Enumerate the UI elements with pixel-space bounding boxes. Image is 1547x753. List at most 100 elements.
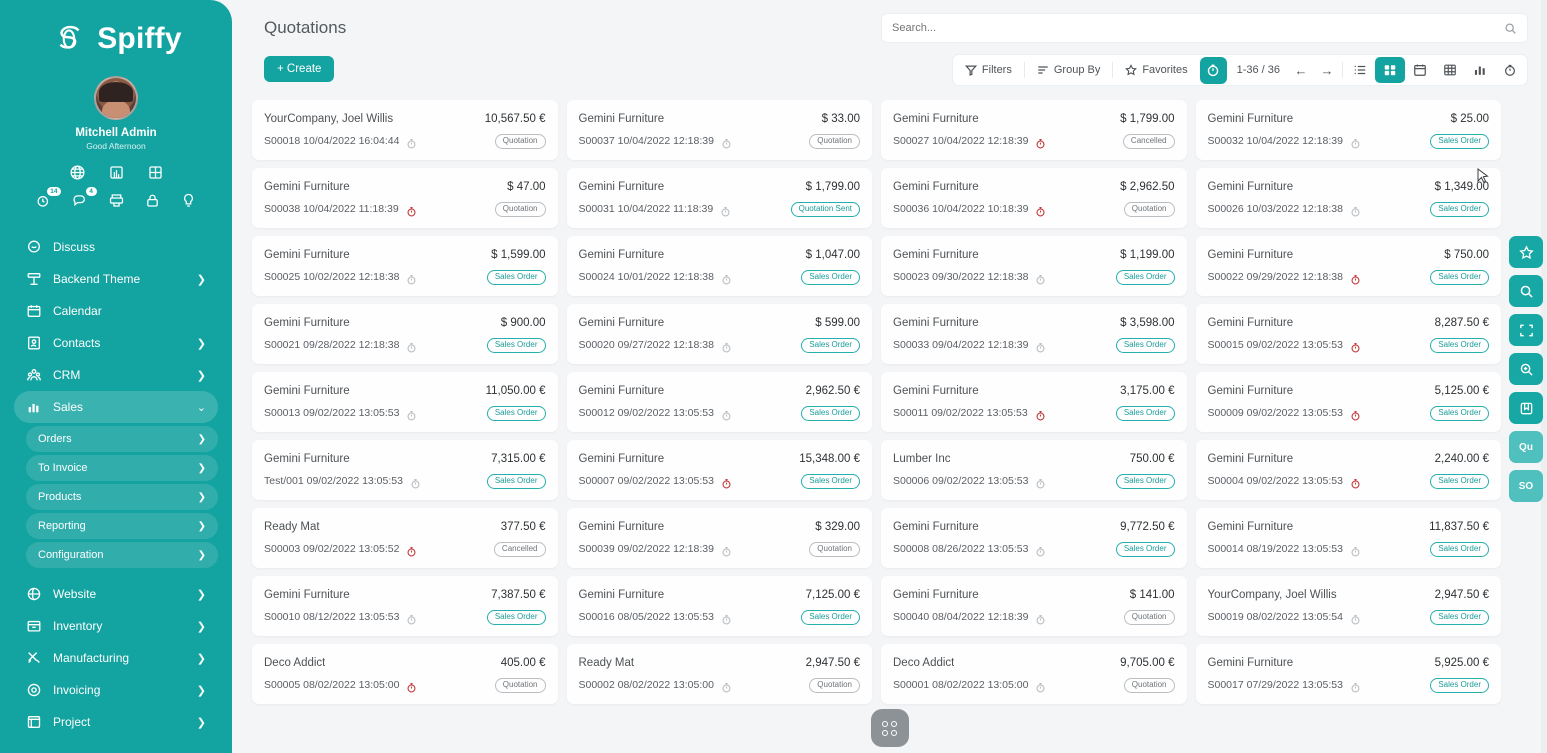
- kanban-card[interactable]: Gemini Furniture 7,125.00 € S00016 08/05/2…: [566, 576, 872, 636]
- activity-clock-icon[interactable]: [1350, 272, 1361, 284]
- kanban-card[interactable]: Gemini Furniture $ 1,599.00 S00025 10/02/2…: [252, 236, 558, 296]
- kanban-card[interactable]: Gemini Furniture 11,050.00 € S00013 09/02/…: [252, 372, 558, 432]
- qu-shortcut[interactable]: Qu: [1509, 431, 1543, 463]
- sidebar-item-sales[interactable]: Sales ⌄: [14, 391, 218, 423]
- activity-clock-icon[interactable]: [1350, 476, 1361, 488]
- kanban-card[interactable]: Gemini Furniture $ 2,962.50 S00036 10/04/2…: [881, 168, 1187, 228]
- kanban-card[interactable]: Gemini Furniture 11,837.50 € S00014 08/19/…: [1195, 508, 1501, 568]
- activity-clock-icon[interactable]: [1350, 612, 1361, 624]
- calendar-view-button[interactable]: [1405, 57, 1435, 83]
- activity-view-button[interactable]: [1495, 57, 1525, 83]
- kanban-card[interactable]: Gemini Furniture 9,772.50 € S00008 08/26/2…: [881, 508, 1187, 568]
- sidebar-item-project[interactable]: Project ❯: [14, 706, 218, 738]
- activity-clock-icon[interactable]: [1035, 476, 1046, 488]
- kanban-card[interactable]: Gemini Furniture 5,125.00 € S00009 09/02/2…: [1195, 372, 1501, 432]
- activity-clock-icon[interactable]: [721, 408, 732, 420]
- pivot-view-button[interactable]: [1435, 57, 1465, 83]
- kanban-card[interactable]: Gemini Furniture 2,962.50 € S00012 09/02/2…: [566, 372, 872, 432]
- lightbulb-icon[interactable]: [180, 192, 197, 209]
- sidebar-item-discuss[interactable]: Discuss: [14, 231, 218, 263]
- star-icon[interactable]: [1509, 236, 1543, 268]
- filters-button[interactable]: Filters: [955, 57, 1022, 83]
- activity-clock-icon[interactable]: [1350, 408, 1361, 420]
- kanban-card[interactable]: Gemini Furniture 7,315.00 € Test/001 09/02…: [252, 440, 558, 500]
- sidebar-item-calendar[interactable]: Calendar: [14, 295, 218, 327]
- activity-timer-button[interactable]: [1199, 56, 1227, 84]
- search-icon[interactable]: [1509, 275, 1543, 307]
- grid-apps-icon[interactable]: [147, 164, 164, 181]
- activity-clock-icon[interactable]: [721, 136, 732, 148]
- brand[interactable]: Spiffy: [0, 0, 232, 62]
- prev-page-button[interactable]: ←: [1294, 62, 1308, 78]
- kanban-card[interactable]: Deco Addict 9,705.00 € S00001 08/02/2022 1…: [881, 644, 1187, 704]
- kanban-card[interactable]: YourCompany, Joel Willis 2,947.50 € S00019…: [1195, 576, 1501, 636]
- kanban-card[interactable]: Gemini Furniture $ 1,047.00 S00024 10/01/2…: [566, 236, 872, 296]
- building-icon[interactable]: [108, 164, 125, 181]
- kanban-card[interactable]: Gemini Furniture $ 599.00 S00020 09/27/202…: [566, 304, 872, 364]
- sidebar-item-manufacturing[interactable]: Manufacturing ❯: [14, 642, 218, 674]
- favorites-button[interactable]: Favorites: [1115, 57, 1197, 83]
- kanban-card[interactable]: Gemini Furniture 7,387.50 € S00010 08/12/2…: [252, 576, 558, 636]
- sidebar-item-invoicing[interactable]: Invoicing ❯: [14, 674, 218, 706]
- sidebar-item-inventory[interactable]: Inventory ❯: [14, 610, 218, 642]
- activity-clock-icon[interactable]: [1035, 204, 1046, 216]
- kanban-card[interactable]: Gemini Furniture 2,240.00 € S00004 09/02/2…: [1195, 440, 1501, 500]
- activity-clock-icon[interactable]: [406, 272, 417, 284]
- scrollbar-track[interactable]: [1541, 0, 1547, 753]
- kanban-card[interactable]: Gemini Furniture $ 47.00 S00038 10/04/2022…: [252, 168, 558, 228]
- kanban-card[interactable]: Ready Mat 377.50 € S00003 09/02/2022 13:05…: [252, 508, 558, 568]
- kanban-card[interactable]: Lumber Inc 750.00 € S00006 09/02/2022 13:0…: [881, 440, 1187, 500]
- groupby-button[interactable]: Group By: [1027, 57, 1110, 83]
- kanban-card[interactable]: YourCompany, Joel Willis 10,567.50 € S0001…: [252, 100, 558, 160]
- kanban-card[interactable]: Gemini Furniture $ 1,349.00 S00026 10/03/2…: [1195, 168, 1501, 228]
- so-shortcut[interactable]: SO: [1509, 470, 1543, 502]
- activity-clock-icon[interactable]: [1350, 136, 1361, 148]
- sidebar-item-contacts[interactable]: Contacts ❯: [14, 327, 218, 359]
- create-button[interactable]: + Create: [264, 56, 335, 82]
- activity-clock-icon[interactable]: [406, 204, 417, 216]
- activity-clock-icon[interactable]: [721, 680, 732, 692]
- kanban-card[interactable]: Deco Addict 405.00 € S00005 08/02/2022 13:…: [252, 644, 558, 704]
- kanban-card[interactable]: Gemini Furniture $ 141.00 S00040 08/04/202…: [881, 576, 1187, 636]
- zoom-in-icon[interactable]: [1509, 353, 1543, 385]
- activity-clock-icon[interactable]: [406, 408, 417, 420]
- lock-icon[interactable]: [144, 192, 161, 209]
- kanban-card[interactable]: Gemini Furniture 15,348.00 € S00007 09/02/…: [566, 440, 872, 500]
- search-icon[interactable]: [1504, 22, 1517, 35]
- activity-clock-icon[interactable]: [1350, 680, 1361, 692]
- kanban-card[interactable]: Gemini Furniture $ 25.00 S00032 10/04/2022…: [1195, 100, 1501, 160]
- kanban-view-button[interactable]: [1375, 57, 1405, 83]
- activity-clock-icon[interactable]: [1035, 272, 1046, 284]
- activity-clock-icon[interactable]: [406, 544, 417, 556]
- kanban-card[interactable]: Gemini Furniture $ 1,199.00 S00023 09/30/2…: [881, 236, 1187, 296]
- search-input[interactable]: [892, 22, 1504, 34]
- kanban-card[interactable]: Gemini Furniture $ 1,799.00 S00027 10/04/2…: [881, 100, 1187, 160]
- kanban-card[interactable]: Ready Mat 2,947.50 € S00002 08/02/2022 13:…: [566, 644, 872, 704]
- sidebar-item-website[interactable]: Website ❯: [14, 578, 218, 610]
- activity-clock-icon[interactable]: [410, 476, 421, 488]
- activity-clock-icon[interactable]: [1350, 204, 1361, 216]
- activity-clock-icon[interactable]: [721, 544, 732, 556]
- list-view-button[interactable]: [1345, 57, 1375, 83]
- kanban-card[interactable]: Gemini Furniture $ 900.00 S00021 09/28/202…: [252, 304, 558, 364]
- activity-clock-icon[interactable]: [720, 204, 731, 216]
- search-bar[interactable]: [882, 14, 1527, 42]
- messages-icon[interactable]: 4: [72, 187, 97, 209]
- kanban-card[interactable]: Gemini Furniture $ 750.00 S00022 09/29/202…: [1195, 236, 1501, 296]
- next-page-button[interactable]: →: [1320, 62, 1334, 78]
- activity-clock-icon[interactable]: [1350, 544, 1361, 556]
- activity-clock-icon[interactable]: [721, 340, 732, 352]
- activity-clock-icon[interactable]: [406, 680, 417, 692]
- activity-clock-icon[interactable]: [406, 612, 417, 624]
- kanban-card[interactable]: Gemini Furniture $ 3,598.00 S00033 09/04/2…: [881, 304, 1187, 364]
- sidebar-subitem-products[interactable]: Products ❯: [26, 484, 218, 510]
- activity-clock-icon[interactable]: [1035, 136, 1046, 148]
- user-block[interactable]: Mitchell Admin Good Afternoon: [0, 76, 232, 151]
- activity-clock-icon[interactable]: [1350, 340, 1361, 352]
- activity-clock-icon[interactable]: [406, 340, 417, 352]
- activity-clock-icon[interactable]: [721, 272, 732, 284]
- kanban-card[interactable]: Gemini Furniture 5,925.00 € S00017 07/29/2…: [1195, 644, 1501, 704]
- activity-clock-icon[interactable]: 14: [36, 187, 61, 209]
- apps-fab-button[interactable]: [870, 709, 909, 747]
- sidebar-subitem-to-invoice[interactable]: To Invoice ❯: [26, 455, 218, 481]
